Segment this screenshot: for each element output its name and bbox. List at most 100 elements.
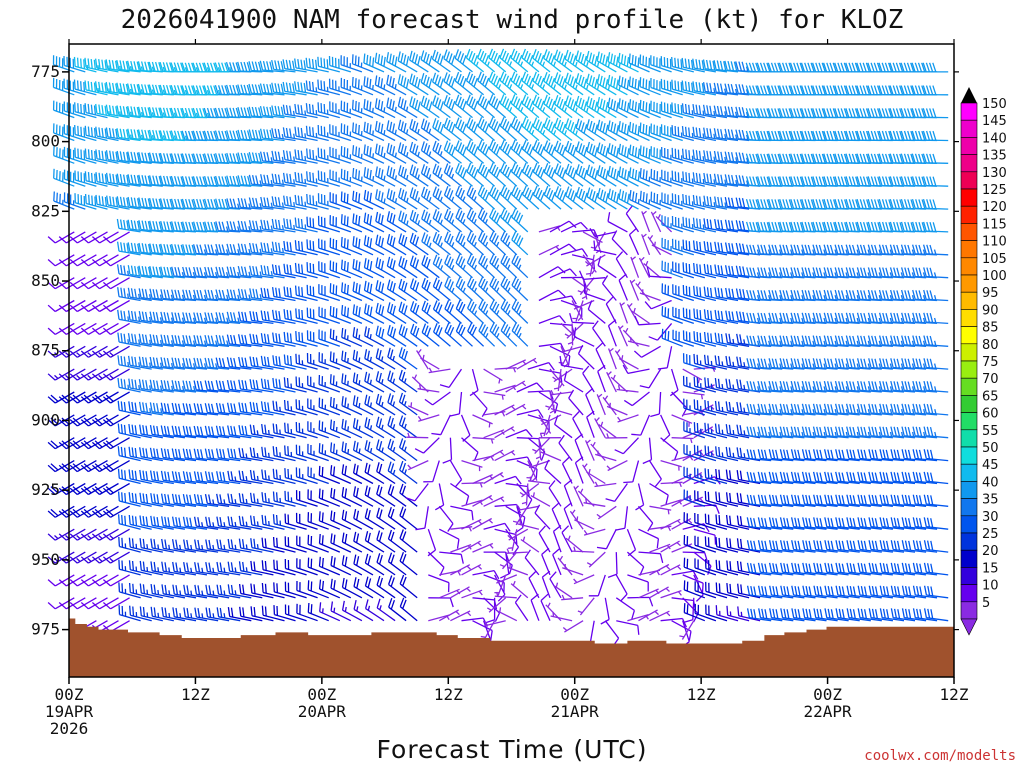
wind-barb xyxy=(387,438,407,462)
wind-barb xyxy=(528,571,540,599)
wind-barb xyxy=(139,538,163,553)
wind-barb xyxy=(596,51,617,73)
wind-barb xyxy=(714,196,739,210)
wind-barb xyxy=(615,574,628,602)
wind-barb xyxy=(661,146,683,164)
wind-barb xyxy=(867,335,893,347)
wind-barb xyxy=(890,312,916,325)
wind-barb xyxy=(272,446,296,462)
wind-barb xyxy=(683,580,706,599)
wind-barb xyxy=(248,83,274,96)
wind-barb xyxy=(329,192,352,210)
wind-barb xyxy=(128,424,152,439)
wind-barb xyxy=(606,371,617,393)
wind-barb xyxy=(703,241,728,256)
wind-barb xyxy=(284,513,307,530)
wind-barb xyxy=(634,315,661,326)
wind-barb xyxy=(692,104,717,119)
wind-barb xyxy=(879,540,905,553)
wind-barb xyxy=(102,299,130,313)
wind-barb xyxy=(205,561,230,576)
wind-barb xyxy=(248,61,274,73)
wind-barb xyxy=(846,494,871,507)
wind-barb xyxy=(724,242,750,256)
wind-barb xyxy=(259,60,285,73)
wind-barb xyxy=(238,515,263,530)
wind-barb xyxy=(516,409,544,419)
wind-barb xyxy=(261,492,285,507)
wind-barb xyxy=(912,312,938,325)
wind-barb xyxy=(306,148,329,164)
wind-barb xyxy=(398,324,418,347)
wind-barb xyxy=(450,482,470,506)
wind-barb xyxy=(856,335,882,347)
wind-barb xyxy=(466,276,485,301)
wind-barb xyxy=(813,585,838,599)
wind-barb xyxy=(846,562,871,576)
wind-barb xyxy=(713,82,739,96)
wind-barb xyxy=(95,103,119,119)
wind-barb xyxy=(182,403,208,416)
wind-barb xyxy=(318,511,341,530)
wind-barb xyxy=(661,328,683,347)
wind-barb xyxy=(249,469,274,485)
wind-barb xyxy=(116,59,141,73)
wind-barb xyxy=(554,163,573,187)
wind-barb xyxy=(541,547,551,576)
wind-barb xyxy=(867,199,893,210)
wind-barb xyxy=(693,399,717,416)
colorbar-swatch xyxy=(960,377,978,396)
wind-barb xyxy=(294,58,318,73)
wind-barb xyxy=(171,380,197,393)
wind-barb xyxy=(639,54,661,73)
wind-barb xyxy=(511,299,529,324)
wind-barb xyxy=(692,126,717,142)
wind-barb xyxy=(724,106,750,119)
wind-barb xyxy=(607,188,628,210)
wind-barb xyxy=(626,551,645,576)
wind-barb xyxy=(260,333,285,347)
wind-barb xyxy=(182,380,208,393)
wind-barb xyxy=(160,402,185,416)
wind-barb xyxy=(128,537,152,553)
wind-barb xyxy=(249,401,274,416)
wind-barb xyxy=(317,147,340,164)
wind-barb xyxy=(824,562,849,576)
wind-barb xyxy=(159,130,185,142)
wind-barb xyxy=(148,129,174,142)
colorbar-swatch xyxy=(960,463,978,482)
wind-barb xyxy=(549,368,565,389)
wind-barb xyxy=(116,196,141,210)
wind-barb xyxy=(150,538,174,553)
colorbar-swatch xyxy=(960,601,978,620)
wind-barb xyxy=(604,620,620,647)
colorbar-label: 40 xyxy=(982,475,999,490)
wind-barb xyxy=(47,551,75,564)
chart-title: 2026041900 NAM forecast wind profile (kt… xyxy=(121,5,904,35)
wind-barb xyxy=(545,391,562,411)
wind-barb xyxy=(671,414,693,427)
wind-barb xyxy=(477,139,496,164)
wind-barb xyxy=(282,127,307,142)
credit-link[interactable]: coolwx.com/modelts xyxy=(864,748,1016,764)
wind-barb xyxy=(483,471,505,485)
wind-barb xyxy=(489,208,507,233)
wind-barb xyxy=(117,309,141,325)
wind-barb xyxy=(69,551,97,564)
wind-barb xyxy=(553,49,573,73)
wind-barb xyxy=(226,220,252,233)
wind-barb xyxy=(768,426,794,439)
wind-barb xyxy=(248,152,274,164)
wind-barb xyxy=(203,85,230,96)
wind-barb xyxy=(91,528,119,541)
wind-barb xyxy=(171,471,197,485)
wind-barb xyxy=(409,301,429,324)
wind-barb xyxy=(160,334,185,347)
wind-barb xyxy=(790,426,816,439)
wind-barb xyxy=(295,399,318,416)
wind-barb xyxy=(768,335,794,347)
wind-barb xyxy=(172,607,197,622)
wind-barb xyxy=(824,471,849,485)
wind-barb xyxy=(63,55,86,73)
wind-barb xyxy=(767,108,794,119)
